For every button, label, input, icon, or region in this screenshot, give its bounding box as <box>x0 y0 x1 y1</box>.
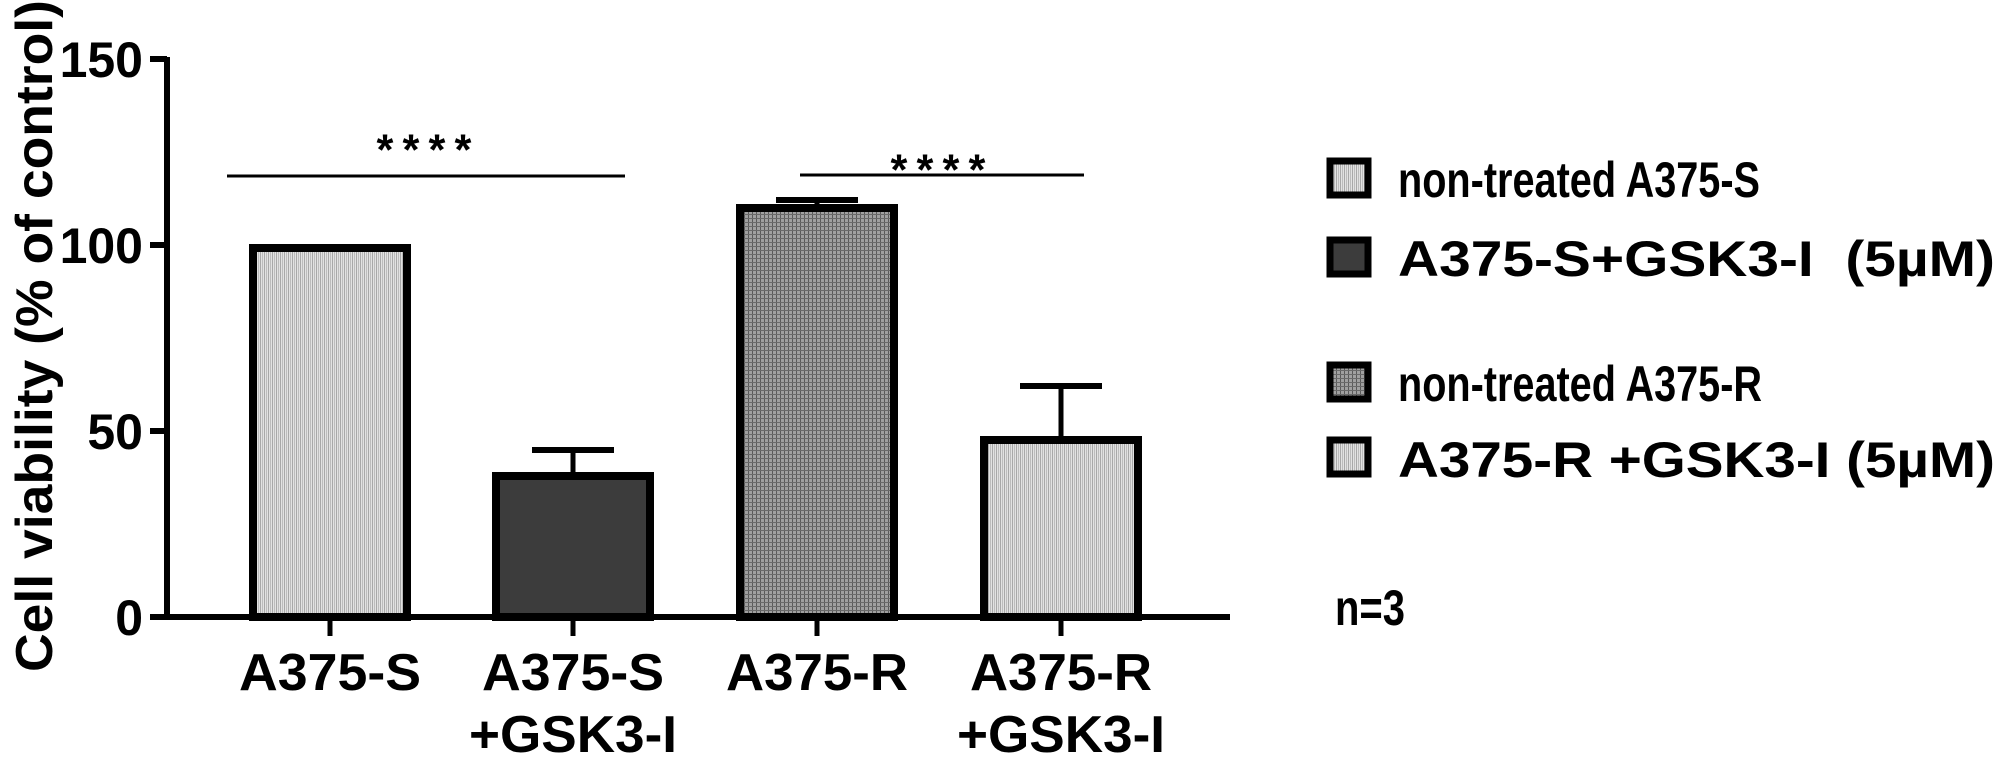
legend-item-a375-s-gsk3: A375-S+GSK3-I (5µM) <box>1326 231 1995 287</box>
significance-stars-left: **** <box>372 130 476 180</box>
significance-right: **** <box>800 150 1084 200</box>
legend-swatch <box>1326 361 1372 403</box>
significance-left: **** <box>227 130 625 180</box>
legend-item-non-treated-a375-r: non-treated A375-R <box>1326 356 1762 412</box>
bar-a375-s <box>249 244 411 621</box>
x-label-a375-s-gsk3-line1: A375-S <box>482 644 664 702</box>
bar-a375-r-gsk3 <box>980 436 1142 621</box>
y-tick-50: 50 <box>87 404 143 460</box>
significance-stars-right: **** <box>886 150 990 200</box>
bar-a375-r <box>736 204 898 621</box>
y-axis-title: Cell viability (% of control) <box>6 0 64 672</box>
legend-label: A375-R +GSK3-I (5µM) <box>1398 432 1995 488</box>
legend-label: A375-S+GSK3-I (5µM) <box>1398 231 1995 287</box>
bar-a375-s-gsk3 <box>492 472 654 621</box>
legend-swatch <box>1326 236 1372 278</box>
x-label-a375-s-gsk3-line2: +GSK3-I <box>469 706 677 760</box>
legend: non-treated A375-S A375-S+GSK3-I (5µM) n… <box>1326 152 1995 488</box>
y-tick-0: 0 <box>115 590 143 646</box>
x-label-a375-s: A375-S <box>239 644 421 702</box>
sample-size-note: n=3 <box>1335 580 1405 636</box>
x-axis: A375-S A375-S +GSK3-I A375-R A375-R +GSK… <box>164 614 1230 760</box>
y-axis: 150 100 50 0 <box>60 32 170 646</box>
legend-item-non-treated-a375-s: non-treated A375-S <box>1326 152 1760 208</box>
legend-item-a375-r-gsk3: A375-R +GSK3-I (5µM) <box>1326 432 1995 488</box>
y-tick-100: 100 <box>60 218 143 274</box>
y-tick-150: 150 <box>60 32 143 88</box>
x-label-a375-r-gsk3-line2: +GSK3-I <box>957 706 1165 760</box>
x-label-a375-r: A375-R <box>726 644 908 702</box>
bars <box>249 197 1142 621</box>
legend-swatch <box>1326 157 1372 199</box>
legend-swatch <box>1326 436 1372 478</box>
legend-label: non-treated A375-R <box>1398 356 1762 412</box>
legend-label: non-treated A375-S <box>1398 152 1760 208</box>
x-label-a375-r-gsk3-line1: A375-R <box>970 644 1152 702</box>
